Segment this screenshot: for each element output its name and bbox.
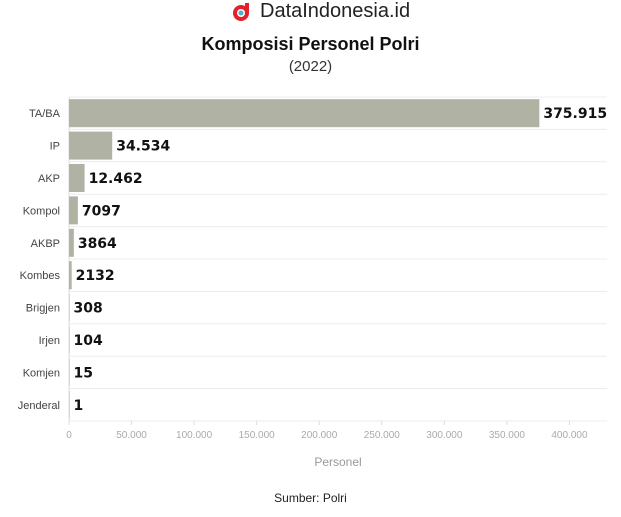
x-tick-label: 200.000 (301, 430, 338, 441)
x-tick-label: 400.000 (551, 430, 588, 441)
data-label: 375.915 (543, 106, 607, 122)
bar (69, 228, 74, 257)
x-tick-label: 150.000 (239, 430, 276, 441)
y-tick-label: AKP (38, 173, 60, 185)
y-tick-label: IP (50, 141, 60, 153)
brand-name: DataIndonesia.id (260, 0, 411, 22)
data-label: 308 (74, 301, 103, 317)
data-label: 3864 (78, 236, 117, 252)
x-tick-label: 250.000 (364, 430, 401, 441)
x-tick-label: 50.000 (116, 430, 147, 441)
chart-title: Komposisi Personel Polri (201, 34, 420, 54)
y-tick-label: Komjen (23, 367, 60, 379)
y-tick-label: AKBP (31, 238, 60, 250)
data-label: 2132 (76, 268, 115, 284)
bar (69, 99, 540, 128)
brand-logo: DataIndonesia.id (232, 0, 410, 23)
chart-source: Sumber: Polri (274, 491, 347, 505)
bar (69, 164, 85, 192)
x-tick-label: 300.000 (426, 430, 463, 441)
x-tick-label: 350.000 (489, 430, 526, 441)
y-tick-label: Jenderal (18, 400, 60, 412)
logo-icon (233, 2, 249, 21)
bar (69, 358, 70, 387)
x-tick-label: 100.000 (176, 430, 213, 441)
data-label: 15 (74, 365, 93, 381)
y-tick-label: Brigjen (26, 303, 60, 315)
bar (69, 326, 70, 354)
bar (69, 293, 70, 322)
y-tick-label: Kombes (20, 270, 61, 282)
bar (69, 131, 113, 160)
data-label: 34.534 (116, 139, 170, 155)
data-label: 7097 (82, 203, 121, 219)
data-label: 104 (74, 333, 103, 349)
data-label: 1 (74, 398, 84, 414)
y-tick-label: Irjen (39, 335, 60, 347)
data-label: 12.462 (89, 171, 143, 187)
bar (69, 390, 70, 419)
y-tick-label: TA/BA (29, 108, 61, 120)
y-tick-label: Kompol (23, 205, 60, 217)
bar (69, 261, 72, 290)
chart-subtitle: (2022) (288, 58, 333, 75)
x-tick-label: 0 (66, 430, 72, 441)
bar (69, 196, 78, 225)
x-axis-label: Personel (314, 455, 361, 469)
